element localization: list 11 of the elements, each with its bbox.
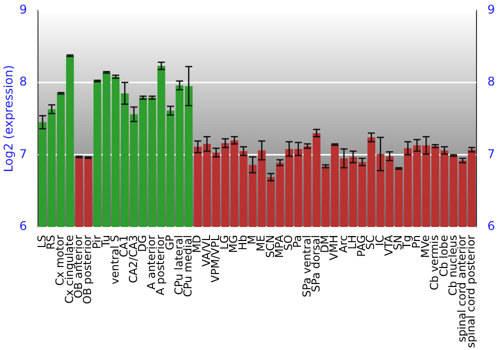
- y2-tick-label: 9: [487, 2, 496, 16]
- y-tick-label: 6: [19, 219, 28, 234]
- y-axis-title: Log2 (expression): [1, 65, 16, 172]
- y2-tick-label: 8: [487, 74, 496, 89]
- y-tick-label: 7: [19, 146, 28, 161]
- y2-tick-label: 7: [487, 146, 496, 161]
- x-tick-label: Tg: [400, 235, 414, 250]
- y-tick-label: 8: [19, 74, 28, 89]
- x-tick-label: OB posterior: [81, 234, 94, 304]
- y-tick-label: 9: [19, 2, 28, 16]
- y2-tick-label: 6: [487, 219, 496, 234]
